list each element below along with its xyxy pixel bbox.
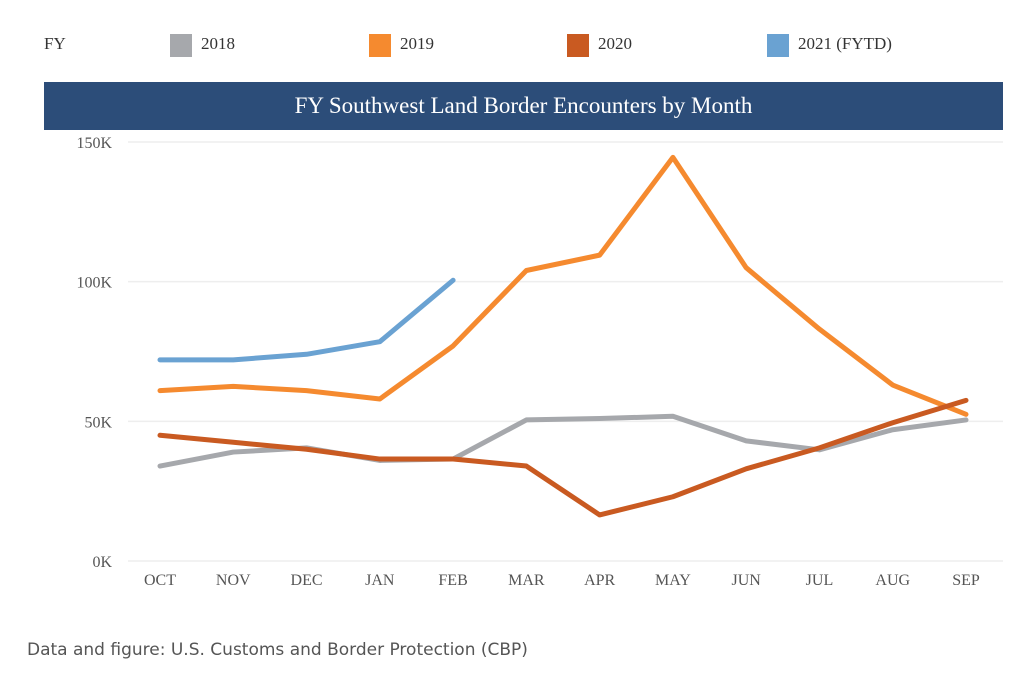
x-tick-label: AUG — [875, 572, 910, 589]
legend-label-2020: 2020 — [598, 34, 632, 53]
series-lines — [157, 154, 969, 518]
x-tick-label: NOV — [216, 572, 251, 589]
line-chart: 0K 50K 100K 150K OCT NOV DEC JAN FEB MAR APR MAY JU… — [76, 135, 1003, 589]
x-tick-label: APR — [584, 572, 615, 589]
series-line-2021 — [157, 277, 456, 363]
y-tick-label: 100K — [76, 275, 112, 292]
legend: FY 2018 2019 2020 2021 (FYTD) — [0, 30, 1024, 62]
x-axis: OCT NOV DEC JAN FEB MAR APR MAY JUN JUL AUG SEP — [144, 572, 980, 589]
legend-label-2021: 2021 (FYTD) — [798, 34, 892, 53]
chart-title: FY Southwest Land Border Encounters by M… — [294, 93, 753, 118]
x-tick-label: JAN — [365, 572, 395, 589]
legend-swatch-2020 — [567, 34, 589, 57]
x-tick-label: SEP — [952, 572, 980, 589]
legend-label-2018: 2018 — [201, 34, 235, 53]
x-tick-label: OCT — [144, 572, 176, 589]
gridlines — [128, 141, 1003, 562]
series-line-2020 — [157, 397, 969, 518]
x-tick-label: MAR — [508, 572, 545, 589]
source-caption: Data and figure: U.S. Customs and Border… — [27, 640, 528, 660]
legend-swatch-2018 — [170, 34, 192, 57]
x-tick-label: JUL — [806, 572, 834, 589]
legend-swatch-2021 — [767, 34, 789, 57]
legend-title: FY — [44, 34, 66, 53]
y-tick-label: 50K — [84, 414, 112, 431]
legend-swatch-2019 — [369, 34, 391, 57]
y-tick-label: 150K — [76, 135, 112, 152]
y-tick-label: 0K — [92, 554, 112, 571]
series-line-2019 — [157, 154, 969, 417]
y-axis: 0K 50K 100K 150K — [76, 135, 112, 571]
legend-label-2019: 2019 — [400, 34, 434, 53]
x-tick-label: JUN — [732, 572, 762, 589]
x-tick-label: DEC — [291, 572, 323, 589]
chart-title-bar: FY Southwest Land Border Encounters by M… — [44, 82, 1003, 130]
x-tick-label: MAY — [655, 572, 691, 589]
x-tick-label: FEB — [438, 572, 467, 589]
